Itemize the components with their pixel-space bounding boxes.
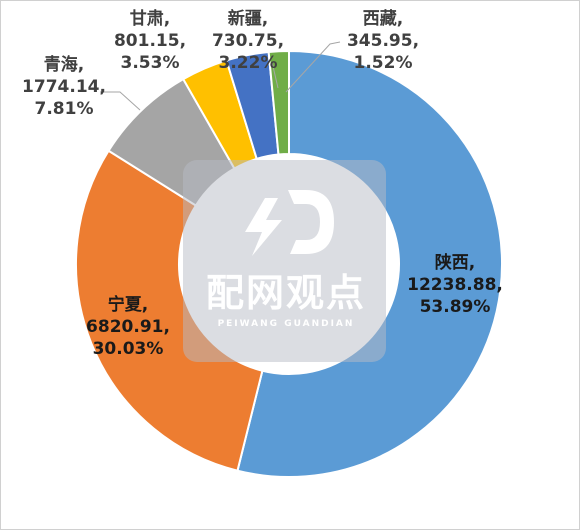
watermark-plate bbox=[183, 160, 386, 362]
leader-line-qinghai bbox=[100, 91, 141, 111]
label-percent: 53.89% bbox=[420, 297, 491, 317]
data-labels: 陕西, 12238.88, 53.89% 宁夏, 6820.91, 30.03%… bbox=[22, 8, 503, 359]
label-name: 甘肃, bbox=[130, 8, 170, 29]
watermark-title: 配网观点 bbox=[206, 271, 366, 315]
label-percent: 3.53% bbox=[121, 53, 180, 73]
watermark-logo bbox=[245, 190, 334, 256]
leader-line-tibet bbox=[285, 41, 341, 93]
d-logo-icon bbox=[288, 190, 334, 254]
label-name: 青海, bbox=[44, 54, 84, 75]
donut-slices bbox=[75, 49, 503, 478]
label-value: 730.75, bbox=[212, 31, 284, 51]
data-label-xinjiang: 新疆, 730.75, 3.22% bbox=[212, 8, 284, 73]
data-label-tibet: 西藏, 345.95, 1.52% bbox=[347, 9, 419, 73]
bolt-icon bbox=[245, 198, 282, 256]
watermark-subtitle: PEIWANG GUANDIAN bbox=[218, 319, 355, 329]
slice-tibet bbox=[267, 49, 290, 156]
label-name: 西藏, bbox=[363, 9, 403, 29]
label-percent: 1.52% bbox=[354, 53, 413, 73]
label-value: 12238.88, bbox=[407, 275, 503, 295]
label-value: 801.15, bbox=[114, 31, 186, 51]
label-value: 345.95, bbox=[347, 31, 419, 51]
label-percent: 30.03% bbox=[93, 339, 164, 359]
label-name: 陕西, bbox=[435, 252, 475, 273]
label-percent: 3.22% bbox=[219, 53, 278, 73]
label-value: 6820.91, bbox=[86, 317, 170, 337]
label-name: 宁夏, bbox=[108, 294, 148, 315]
leader-lines bbox=[100, 41, 341, 111]
leader-line-xinjiang bbox=[271, 61, 279, 89]
label-value: 1774.14, bbox=[22, 77, 106, 97]
data-label-qinghai: 青海, 1774.14, 7.81% bbox=[22, 54, 106, 119]
watermark: 配网观点 PEIWANG GUANDIAN bbox=[183, 160, 386, 362]
label-percent: 7.81% bbox=[35, 99, 94, 119]
data-label-ningxia: 宁夏, 6820.91, 30.03% bbox=[86, 294, 170, 359]
data-label-shaanxi: 陕西, 12238.88, 53.89% bbox=[407, 252, 503, 317]
slice-shaanxi bbox=[236, 49, 503, 478]
label-name: 新疆, bbox=[228, 8, 268, 29]
data-label-gansu: 甘肃, 801.15, 3.53% bbox=[114, 8, 186, 73]
